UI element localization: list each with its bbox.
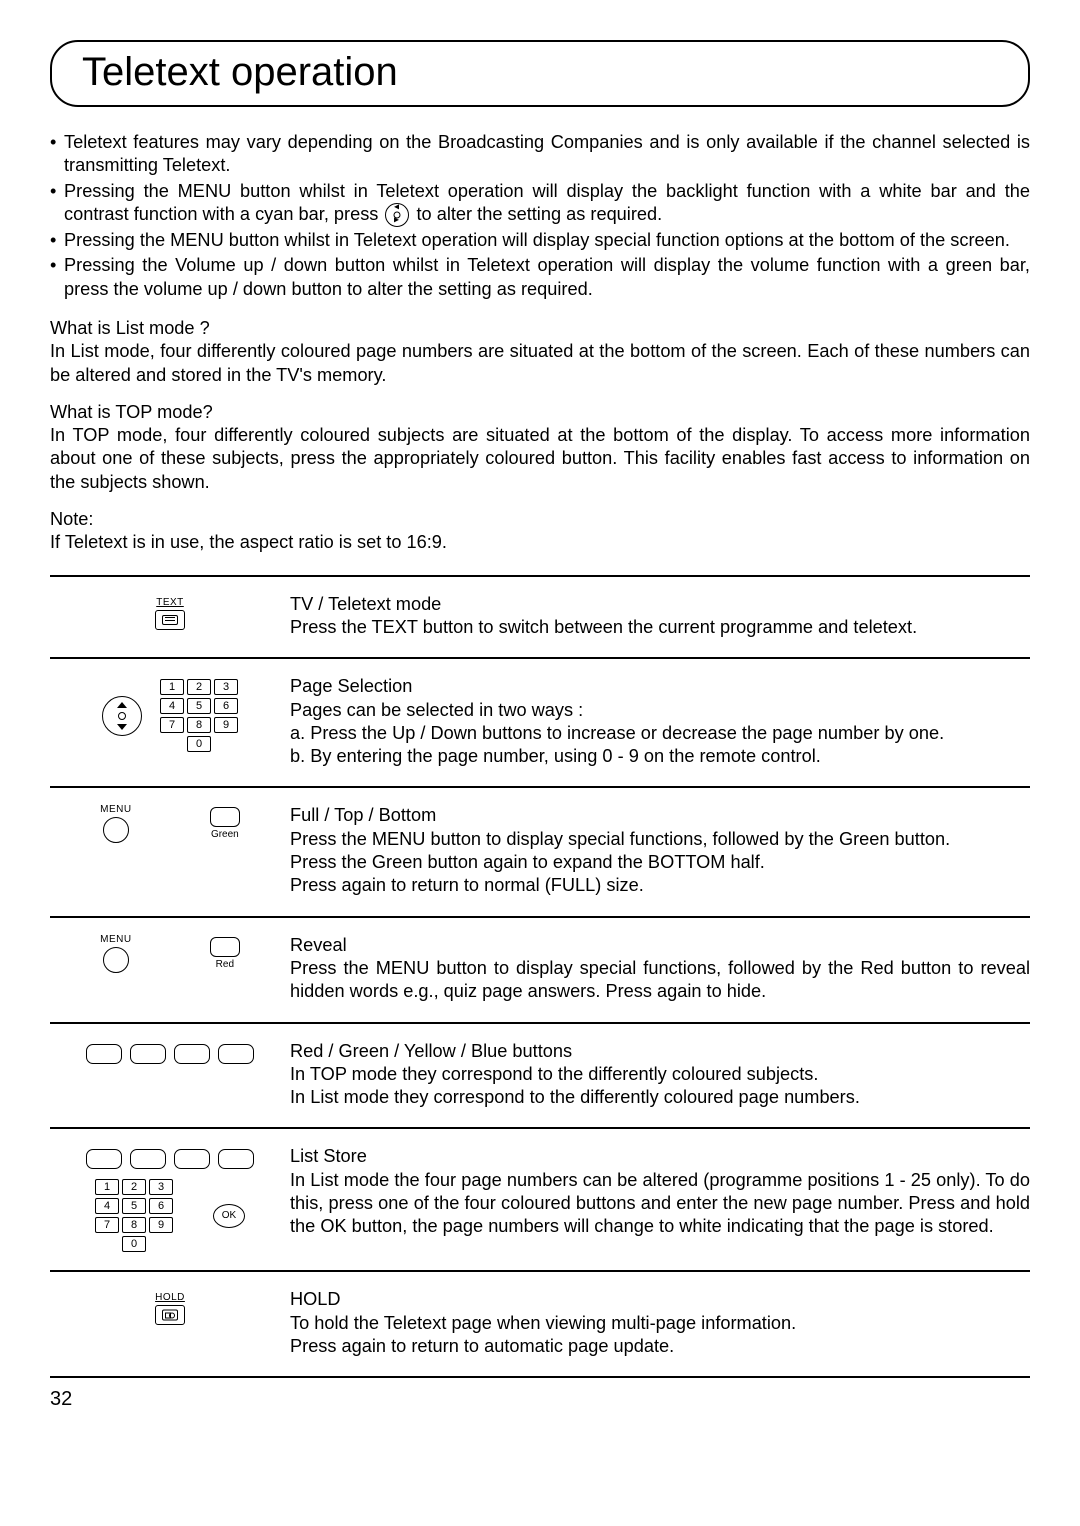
note-block: Note: If Teletext is in use, the aspect … xyxy=(50,508,1030,555)
row-list-store: 1 2 3 4 5 6 7 8 9 0 OK List Store In Lis… xyxy=(50,1129,1030,1270)
updown-ring-icon xyxy=(102,696,142,736)
icon-col: HOLD xyxy=(50,1288,290,1325)
green-button-icon xyxy=(210,807,240,827)
keypad-icon: 1 2 3 4 5 6 7 8 9 0 xyxy=(160,679,238,752)
menu-label: MENU xyxy=(100,804,131,815)
row-full-top-bottom: MENU Green Full / Top / Bottom Press the… xyxy=(50,788,1030,915)
row-body: Press the TEXT button to switch between … xyxy=(290,617,917,637)
top-mode-q: What is TOP mode? xyxy=(50,402,213,422)
top-mode-block: What is TOP mode? In TOP mode, four diff… xyxy=(50,401,1030,494)
icon-col: 1 2 3 4 5 6 7 8 9 0 xyxy=(50,675,290,752)
row-page-selection: 1 2 3 4 5 6 7 8 9 0 Page Selection Pages… xyxy=(50,659,1030,786)
row-heading: List Store xyxy=(290,1145,1030,1168)
icon-col: 1 2 3 4 5 6 7 8 9 0 OK xyxy=(50,1145,290,1252)
row-line: Pages can be selected in two ways : xyxy=(290,700,583,720)
row-line: Press the MENU button to display special… xyxy=(290,829,950,849)
text-button-label: TEXT xyxy=(156,597,184,608)
green-cbtn-icon xyxy=(130,1044,166,1064)
row-line: Press the Green button again to expand t… xyxy=(290,852,765,872)
row-line: a. Press the Up / Down buttons to increa… xyxy=(290,723,944,743)
row-heading: HOLD xyxy=(290,1288,1030,1311)
colour-buttons-icon xyxy=(86,1149,254,1169)
keypad-icon: 1 2 3 4 5 6 7 8 9 0 xyxy=(95,1179,173,1252)
row-line: In TOP mode they correspond to the diffe… xyxy=(290,1064,818,1084)
red-button-icon xyxy=(210,937,240,957)
row-line: b. By entering the page number, using 0 … xyxy=(290,746,821,766)
blue-cbtn-icon xyxy=(218,1044,254,1064)
menu-button-icon xyxy=(103,817,129,843)
row-heading: TV / Teletext mode xyxy=(290,593,1030,616)
icon-col xyxy=(50,1040,290,1064)
menu-button-icon xyxy=(103,947,129,973)
row-text-mode: TEXT TV / Teletext mode Press the TEXT b… xyxy=(50,577,1030,658)
menu-label: MENU xyxy=(100,934,131,945)
hold-button-icon xyxy=(155,1305,185,1325)
top-mode-a: In TOP mode, four differently coloured s… xyxy=(50,425,1030,492)
icon-col: MENU Green xyxy=(50,804,290,843)
intro-bullet: Pressing the MENU button whilst in Telet… xyxy=(50,180,1030,227)
intro-bullet: Pressing the Volume up / down button whi… xyxy=(50,254,1030,301)
icon-col: MENU Red xyxy=(50,934,290,973)
row-line: Press again to return to normal (FULL) s… xyxy=(290,875,644,895)
ok-button-icon: OK xyxy=(213,1204,245,1228)
row-line: Press again to return to automatic page … xyxy=(290,1336,674,1356)
intro-bullets: Teletext features may vary depending on … xyxy=(50,131,1030,301)
title-frame: Teletext operation xyxy=(50,40,1030,107)
page-title: Teletext operation xyxy=(82,50,998,95)
page-number: 32 xyxy=(50,1388,1030,1411)
note-text: If Teletext is in use, the aspect ratio … xyxy=(50,532,447,552)
colour-buttons-icon xyxy=(86,1044,254,1064)
intro-bullet: Pressing the MENU button whilst in Telet… xyxy=(50,229,1030,252)
list-mode-block: What is List mode ? In List mode, four d… xyxy=(50,317,1030,387)
yellow-cbtn-icon xyxy=(174,1044,210,1064)
row-line: In List mode they correspond to the diff… xyxy=(290,1087,860,1107)
icon-col: TEXT xyxy=(50,593,290,630)
row-body: Press the MENU button to display special… xyxy=(290,958,1030,1001)
note-label: Note: xyxy=(50,509,93,529)
red-cbtn-icon xyxy=(86,1044,122,1064)
row-heading: Page Selection xyxy=(290,675,1030,698)
list-mode-q: What is List mode ? xyxy=(50,318,210,338)
row-body: In List mode the four page numbers can b… xyxy=(290,1170,1030,1237)
intro-bullet: Teletext features may vary depending on … xyxy=(50,131,1030,178)
nav-ring-icon xyxy=(385,203,409,227)
list-mode-a: In List mode, four differently coloured … xyxy=(50,341,1030,384)
text-button-icon xyxy=(155,610,185,630)
row-line: To hold the Teletext page when viewing m… xyxy=(290,1313,796,1333)
divider xyxy=(50,1376,1030,1378)
row-colour-buttons: Red / Green / Yellow / Blue buttons In T… xyxy=(50,1024,1030,1128)
row-heading: Reveal xyxy=(290,934,1030,957)
row-hold: HOLD HOLD To hold the Teletext page when… xyxy=(50,1272,1030,1376)
red-label: Red xyxy=(216,959,234,970)
row-heading: Red / Green / Yellow / Blue buttons xyxy=(290,1040,1030,1063)
hold-button-label: HOLD xyxy=(155,1292,185,1303)
row-heading: Full / Top / Bottom xyxy=(290,804,1030,827)
row-reveal: MENU Red Reveal Press the MENU button to… xyxy=(50,918,1030,1022)
green-label: Green xyxy=(211,829,239,840)
